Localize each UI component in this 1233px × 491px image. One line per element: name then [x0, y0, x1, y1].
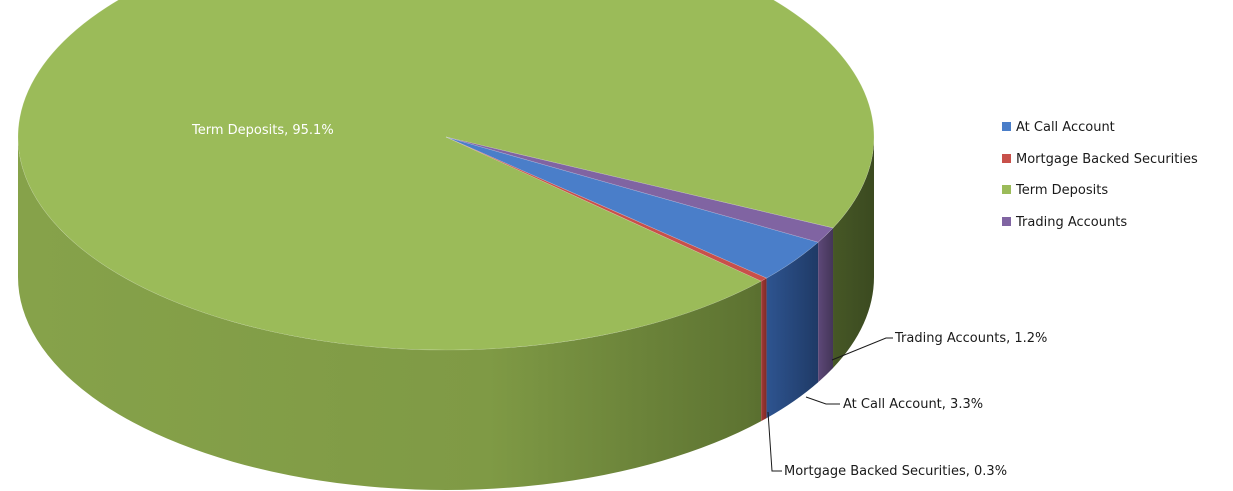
data-label-trading-accounts: Trading Accounts, 1.2%	[894, 331, 1047, 346]
legend-swatch-trading-accounts	[1002, 217, 1011, 226]
legend-swatch-mortgage-backed-securities	[1002, 154, 1011, 163]
legend-swatch-term-deposits	[1002, 185, 1011, 194]
data-label-at-call-account: At Call Account, 3.3%	[843, 397, 983, 412]
data-label-term-deposits: Term Deposits, 95.1%	[191, 123, 334, 138]
pie-side-mortgage-backed-securities	[761, 278, 767, 422]
pie-slice-trading-accounts	[445, 136, 834, 243]
pie-side-trading-accounts	[818, 227, 834, 383]
leader-line-trading-accounts	[831, 337, 893, 361]
pie-slice-at-call-account	[445, 136, 819, 279]
legend-label-mortgage-backed-securities: Mortgage Backed Securities	[1016, 152, 1198, 167]
legend-label-at-call-account: At Call Account	[1016, 120, 1115, 135]
pie-side-at-call-account	[766, 242, 819, 419]
pie-slice-term-deposits	[17, 0, 875, 351]
legend: At Call Account Mortgage Backed Securiti…	[1002, 120, 1198, 230]
leader-line-at-call-account	[805, 396, 840, 405]
legend-label-trading-accounts: Trading Accounts	[1015, 215, 1127, 230]
pie-side-layer	[18, 137, 874, 491]
pie-slice-mortgage-backed-securities	[445, 136, 768, 282]
pie-top-layer	[17, 0, 875, 351]
legend-label-term-deposits: Term Deposits	[1015, 183, 1108, 198]
leader-line-mortgage-backed-securities	[767, 411, 782, 472]
data-label-mortgage-backed-securities: Mortgage Backed Securities, 0.3%	[784, 464, 1007, 479]
pie-side-term-deposits	[18, 137, 874, 491]
legend-swatch-at-call-account	[1002, 122, 1011, 131]
leader-lines	[767, 337, 893, 472]
